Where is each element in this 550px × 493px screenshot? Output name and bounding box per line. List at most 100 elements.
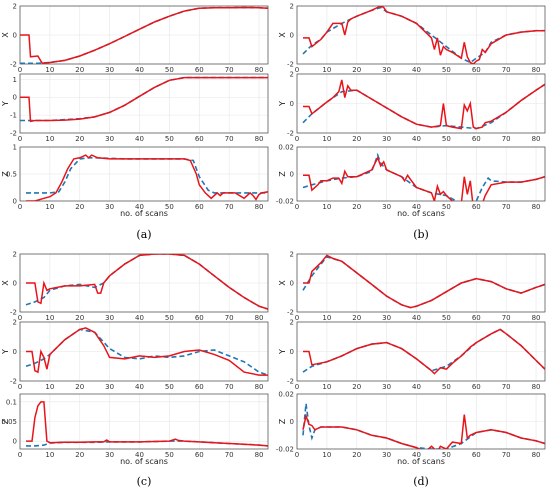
estimated-line xyxy=(303,328,545,375)
y-tick-label: -2 xyxy=(287,130,294,138)
x-tick-label: 0 xyxy=(18,383,22,391)
x-tick-label: 0 xyxy=(295,66,299,74)
x-axis-label: no. of scans xyxy=(120,457,168,466)
x-tick-label: 0 xyxy=(295,383,299,391)
x-axis-label: no. of scans xyxy=(397,209,445,218)
x-tick-label: 0 xyxy=(295,451,299,459)
estimated-line xyxy=(302,413,545,449)
x-tick-label: 60 xyxy=(195,135,204,143)
x-tick-label: 50 xyxy=(165,383,174,391)
y-tick-label: 1 xyxy=(13,144,17,152)
x-tick-label: 30 xyxy=(382,314,391,322)
x-tick-label: 30 xyxy=(105,451,114,459)
x-tick-label: 80 xyxy=(532,314,541,322)
x-tick-label: 0 xyxy=(18,135,22,143)
x-tick-label: 20 xyxy=(352,451,361,459)
x-tick-label: 30 xyxy=(105,203,114,211)
y-tick-label: -1 xyxy=(10,112,17,120)
x-tick-label: 60 xyxy=(472,66,481,74)
panel-caption: (a) xyxy=(136,228,151,241)
x-tick-label: 40 xyxy=(412,66,421,74)
x-tick-label: 50 xyxy=(442,135,451,143)
x-tick-label: 30 xyxy=(382,135,391,143)
x-tick-label: 10 xyxy=(322,383,331,391)
x-tick-label: 20 xyxy=(352,314,361,322)
y-tick-label: 0 xyxy=(290,348,294,356)
x-tick-label: 20 xyxy=(352,203,361,211)
estimated-line xyxy=(303,79,545,130)
y-tick-label: -2 xyxy=(10,61,17,69)
y-tick-label: 0.5 xyxy=(6,171,17,179)
x-tick-label: 30 xyxy=(105,66,114,74)
estimated-line xyxy=(303,254,545,309)
y-tick-label: -2 xyxy=(10,378,17,386)
axes-frame xyxy=(296,73,546,134)
x-tick-label: 20 xyxy=(75,135,84,143)
y-tick-label: -0.02 xyxy=(276,446,294,454)
y-tick-label: 0 xyxy=(13,438,17,446)
x-tick-label: 40 xyxy=(412,383,421,391)
ground-truth-line xyxy=(25,254,268,310)
y-axis-label: Z xyxy=(278,418,287,424)
y-tick-label: -0.02 xyxy=(276,198,294,206)
estimated-line xyxy=(26,154,268,201)
x-tick-label: 60 xyxy=(195,383,204,391)
y-axis-label: Z xyxy=(1,418,10,424)
estimated-line xyxy=(26,254,268,310)
x-tick-label: 80 xyxy=(255,135,264,143)
panel-caption: (c) xyxy=(137,475,152,488)
x-tick-label: 80 xyxy=(255,451,264,459)
x-tick-label: 10 xyxy=(322,314,331,322)
y-axis-label: X xyxy=(1,280,10,286)
x-tick-label: 40 xyxy=(135,66,144,74)
x-axis-label: no. of scans xyxy=(120,209,168,218)
x-tick-label: 30 xyxy=(382,383,391,391)
x-tick-label: 80 xyxy=(532,451,541,459)
x-tick-label: 10 xyxy=(45,135,54,143)
x-tick-label: 70 xyxy=(502,135,511,143)
ground-truth-line xyxy=(26,157,268,194)
ground-truth-line xyxy=(20,6,268,64)
x-tick-label: 50 xyxy=(165,314,174,322)
x-tick-label: 40 xyxy=(412,135,421,143)
y-tick-label: 0 xyxy=(13,32,17,40)
estimated-line xyxy=(303,6,545,64)
x-tick-label: 40 xyxy=(412,451,421,459)
x-tick-label: 40 xyxy=(135,451,144,459)
x-tick-label: 30 xyxy=(105,135,114,143)
y-tick-label: -2 xyxy=(287,61,294,69)
x-tick-label: 0 xyxy=(18,451,22,459)
estimated-line xyxy=(26,327,268,376)
y-tick-label: 2 xyxy=(13,3,17,11)
y-tick-label: -2 xyxy=(287,309,294,317)
x-tick-label: 80 xyxy=(532,203,541,211)
y-tick-label: 2 xyxy=(290,71,294,79)
x-tick-label: 60 xyxy=(472,451,481,459)
x-tick-label: 20 xyxy=(352,66,361,74)
x-tick-label: 60 xyxy=(195,66,204,74)
x-tick-label: 70 xyxy=(502,314,511,322)
y-axis-label: Z xyxy=(278,171,287,177)
ground-truth-line xyxy=(302,255,545,309)
x-tick-label: 50 xyxy=(165,66,174,74)
y-axis-label: Z xyxy=(1,171,10,177)
x-tick-label: 20 xyxy=(75,314,84,322)
x-tick-label: 60 xyxy=(472,314,481,322)
subplot-z: 0 10 20 30 40 50 60 70 80 0 0.5 1 Z xyxy=(1,144,269,211)
y-axis-label: X xyxy=(1,32,10,38)
axes-frame xyxy=(296,321,546,382)
x-tick-label: 70 xyxy=(502,383,511,391)
x-tick-label: 10 xyxy=(322,203,331,211)
y-tick-label: 0 xyxy=(290,418,294,426)
x-tick-label: 10 xyxy=(45,66,54,74)
x-tick-label: 80 xyxy=(255,66,264,74)
x-tick-label: 80 xyxy=(255,383,264,391)
axes-frame xyxy=(296,146,546,202)
y-tick-label: 0 xyxy=(13,94,17,102)
x-tick-label: 10 xyxy=(322,451,331,459)
x-tick-label: 20 xyxy=(352,383,361,391)
y-tick-label: 2 xyxy=(13,319,17,327)
